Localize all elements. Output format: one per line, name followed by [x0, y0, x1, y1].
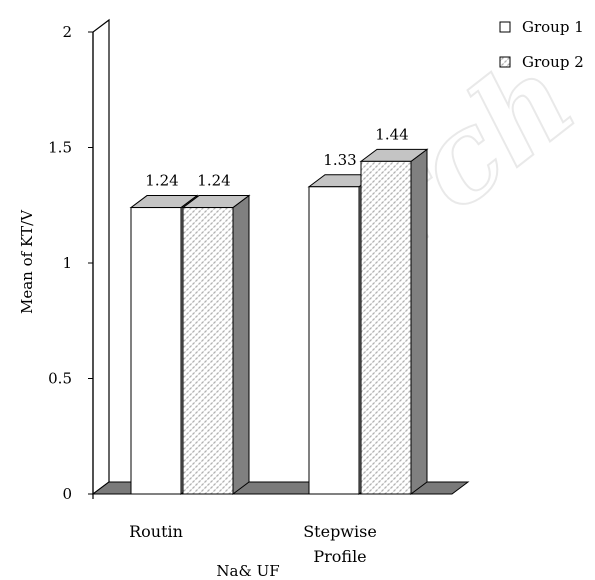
data-label: 1.44 — [375, 125, 408, 143]
legend-swatch — [499, 21, 511, 33]
side-wall — [92, 18, 110, 496]
bars: 1.24 1.24 1.33 1.44 — [129, 125, 429, 495]
legend-label: Group 2 — [522, 53, 584, 71]
x-axis-label: Na& UF — [216, 562, 279, 580]
bar-front — [360, 160, 412, 495]
bar-front — [182, 207, 234, 495]
bar-front — [130, 207, 182, 495]
bar — [359, 148, 429, 495]
data-label: 1.24 — [145, 172, 178, 190]
legend-label: Group 1 — [522, 18, 584, 36]
y-tick-label: 0 — [62, 485, 72, 503]
x-axis-categories: Routin Stepwise Profile — [129, 522, 377, 566]
category-label: Stepwise Profile — [303, 522, 377, 566]
y-tick-label: 0.5 — [48, 370, 72, 388]
y-axis-label: Mean of KT/V — [18, 209, 36, 314]
bar — [181, 194, 251, 495]
legend-swatch — [499, 56, 511, 68]
y-tick-label: 2 — [62, 23, 72, 41]
bar-side — [232, 194, 250, 495]
y-tick-label: 1 — [62, 254, 72, 272]
data-label: 1.33 — [323, 151, 356, 169]
legend: Group 1 Group 2 — [499, 18, 584, 71]
bar-front — [308, 186, 360, 495]
bar-side — [410, 148, 428, 495]
data-label: 1.24 — [197, 172, 230, 190]
y-tick-label: 1.5 — [48, 139, 72, 157]
category-label: Routin — [129, 522, 183, 541]
y-axis-ticks: 0 0.5 1 1.5 2 — [48, 23, 93, 503]
